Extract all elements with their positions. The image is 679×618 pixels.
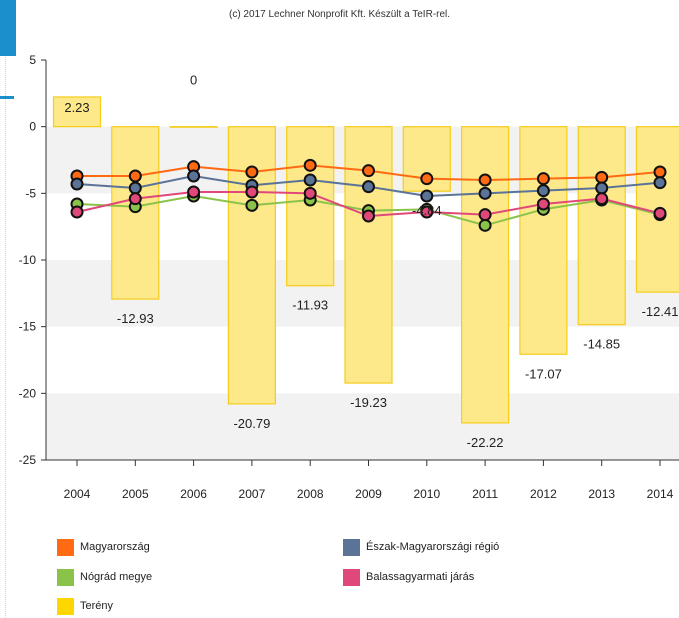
series-point (653, 206, 667, 220)
series-point (362, 164, 375, 178)
series-point (128, 181, 142, 195)
legend-swatch-nograd (57, 568, 74, 586)
series-point (536, 184, 550, 198)
series-point (478, 186, 492, 200)
bar-value-label: -22.22 (467, 435, 504, 450)
legend-swatch-magyarorszag (57, 538, 74, 556)
legend-label-nograd: Nógrád megye (80, 571, 153, 583)
series-point (362, 180, 375, 194)
chart-area: 5 0 -5 -10 -15 -20 -25 2004 2005 2006 2007 2008 2009… (19, 53, 679, 501)
x-tick-label: 2007 (239, 487, 266, 501)
x-tick-label: 2006 (180, 487, 207, 501)
legend-label-magyarorszag: Magyarország (80, 541, 150, 553)
legend-swatch-tereny (57, 597, 74, 615)
series-point (653, 176, 667, 190)
y-tick-label: -15 (19, 320, 37, 334)
legend-item-tereny: Terény (57, 596, 113, 616)
x-tick-label: 2010 (413, 487, 440, 501)
series-point (128, 192, 142, 206)
series-point (245, 185, 259, 199)
series-point (420, 172, 434, 186)
bar (577, 126, 626, 326)
legend-swatch-eszak-magyarorszag (343, 538, 360, 556)
series-point (420, 189, 434, 203)
x-tick-label: 2009 (355, 487, 382, 501)
series-point (478, 173, 492, 187)
x-tick-label: 2005 (122, 487, 149, 501)
y-tick-label: -5 (25, 186, 36, 200)
legend-item-eszak-magyarorszag: Észak-Magyarországi régió (343, 537, 499, 557)
series-point (128, 169, 142, 183)
series-point (187, 169, 201, 183)
y-tick-label: -10 (19, 253, 37, 267)
x-tick-label: 2013 (588, 487, 615, 501)
x-tick-label: 2011 (472, 487, 498, 501)
x-tick-label: 2012 (530, 487, 557, 501)
series-point (362, 209, 375, 223)
series-point (303, 158, 317, 172)
series-point (536, 172, 550, 186)
bar-value-label: -12.41 (642, 304, 679, 319)
bar-value-label: -19.23 (350, 395, 387, 410)
left-tab-marker (0, 0, 16, 56)
series-point (478, 218, 492, 232)
legend-item-balassagyarmat: Balassagyarmati járás (343, 567, 474, 587)
series-point (653, 165, 667, 179)
bar-value-label: -20.79 (233, 416, 270, 431)
legend-label-tereny: Terény (80, 600, 114, 612)
legend-item-magyarorszag: Magyarország (57, 537, 150, 557)
series-point (245, 198, 259, 212)
grid-band (46, 393, 679, 460)
x-tick-label: 2014 (647, 487, 674, 501)
legend-label-eszak-magyarorszag: Észak-Magyarországi régió (366, 541, 500, 553)
left-frame-edge (0, 0, 6, 618)
series-point (478, 208, 492, 222)
series-point (187, 185, 201, 199)
series-point (595, 170, 609, 184)
legend-item-nograd: Nógrád megye (57, 567, 152, 587)
bar (169, 126, 218, 128)
bar-value-label: -12.93 (117, 311, 154, 326)
legend: Magyarország Észak-Magyarországi régió N… (0, 525, 679, 618)
series-point (595, 192, 609, 206)
x-tick-label: 2004 (64, 487, 91, 501)
series-point (70, 177, 84, 191)
bar-value-label: -11.93 (292, 298, 328, 313)
bar (52, 96, 102, 128)
y-tick-label: -20 (19, 386, 37, 400)
series-point (536, 197, 550, 211)
y-tick-label: 0 (29, 120, 36, 134)
y-tick-label: 5 (29, 53, 36, 67)
legend-label-balassagyarmat: Balassagyarmati járás (366, 571, 475, 583)
series-point (595, 181, 609, 195)
series-point (245, 165, 259, 179)
series-point (303, 173, 317, 187)
bar-value-label: -17.07 (525, 366, 562, 381)
bar-value-label: -14.85 (583, 337, 620, 352)
left-tick-marker (0, 96, 14, 99)
series-point (303, 186, 317, 200)
bar (519, 126, 568, 355)
bar-value-label: 0 (190, 73, 197, 88)
x-tick-label: 2008 (297, 487, 324, 501)
y-tick-label: -25 (19, 453, 37, 467)
series-point (420, 205, 434, 219)
bar-value-label: -4.84 (412, 203, 442, 218)
bar-value-label: 2.23 (64, 100, 89, 115)
bar (461, 126, 510, 424)
series-point (70, 205, 84, 219)
chart-credit: (c) 2017 Lechner Nonprofit Kft. Készült … (228, 9, 451, 20)
legend-swatch-balassagyarmat (343, 568, 360, 586)
